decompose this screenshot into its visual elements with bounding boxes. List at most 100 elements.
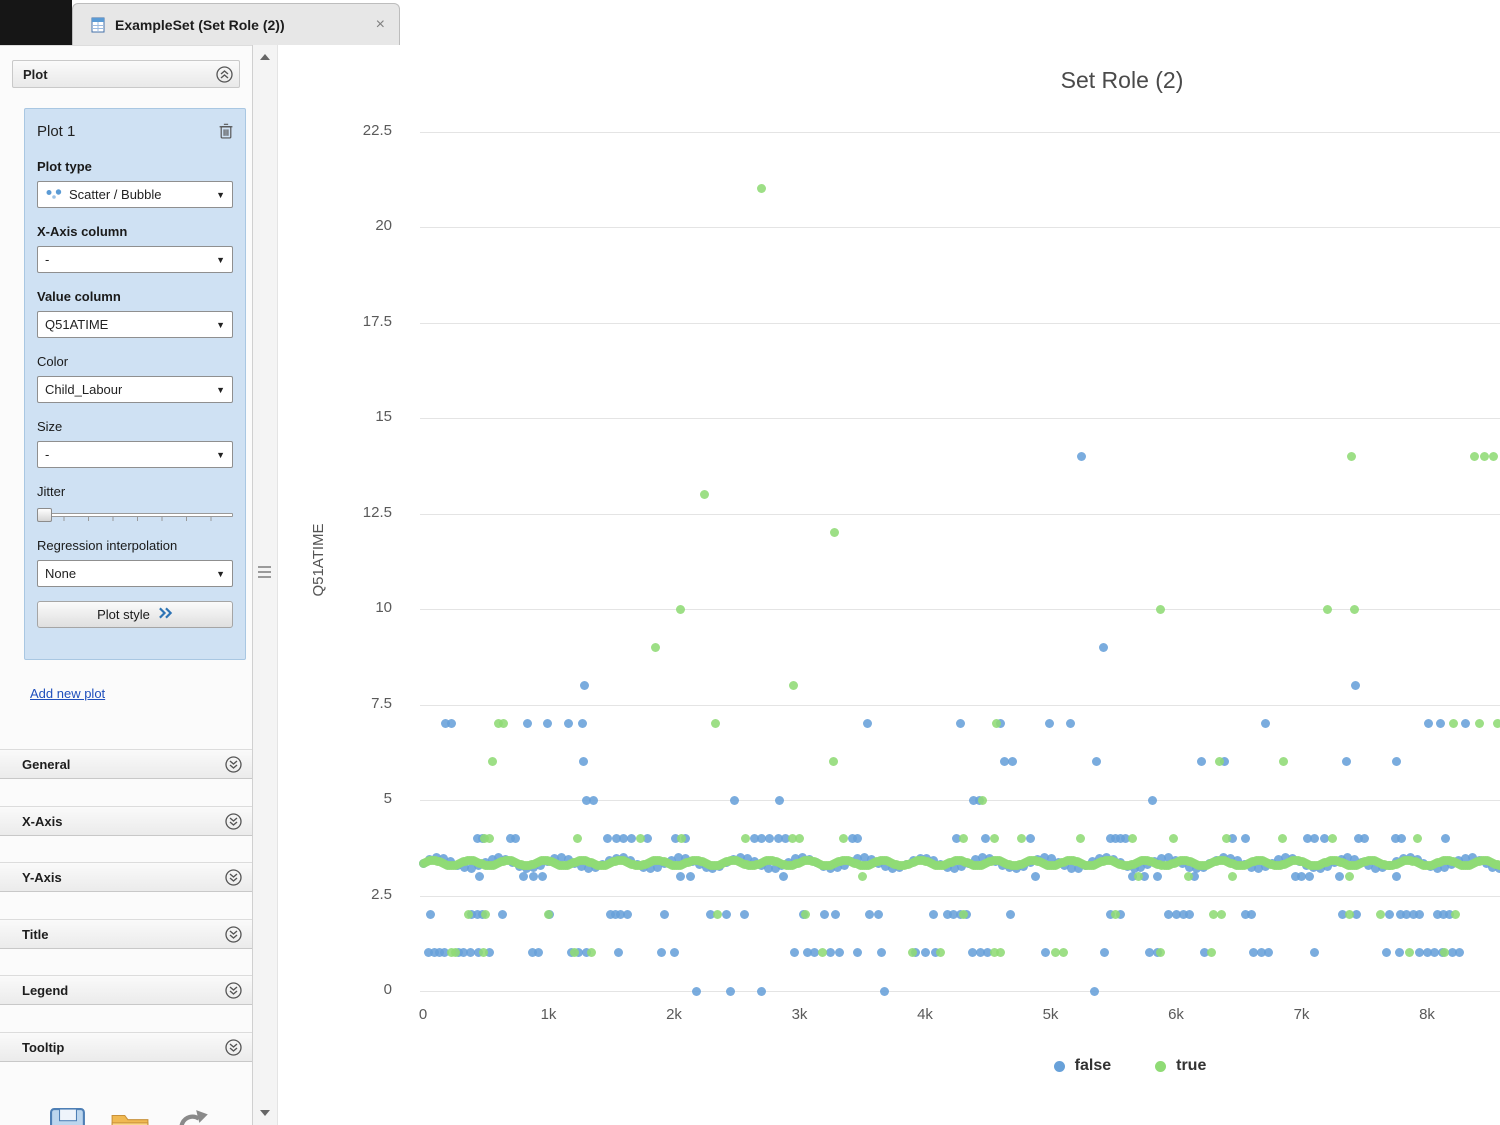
scatter-point bbox=[577, 862, 587, 872]
expand-section-button[interactable] bbox=[225, 1038, 242, 1056]
scatter-point bbox=[1412, 833, 1422, 843]
save-icon[interactable] bbox=[50, 1106, 86, 1125]
scatter-point bbox=[1209, 910, 1219, 920]
scatter-point bbox=[757, 184, 767, 194]
slider-handle[interactable] bbox=[37, 508, 52, 522]
sidebar-scrollbar[interactable] bbox=[252, 45, 278, 1125]
scatter-point bbox=[1433, 863, 1443, 873]
scatter-point bbox=[1371, 863, 1380, 873]
expand-section-button[interactable] bbox=[225, 981, 242, 999]
jitter-slider[interactable] bbox=[37, 506, 233, 522]
scatter-point bbox=[619, 833, 629, 843]
scatter-point bbox=[741, 833, 750, 843]
scatter-point bbox=[1169, 833, 1178, 843]
legend-dot-true bbox=[1155, 1060, 1167, 1072]
section-label-title: Title bbox=[22, 926, 49, 942]
section-label-y-axis: Y-Axis bbox=[22, 869, 62, 885]
delete-plot-icon[interactable] bbox=[219, 123, 233, 139]
section-bar-legend[interactable]: Legend bbox=[0, 975, 252, 1005]
value-column-dropdown[interactable]: Q51ATIME ▼ bbox=[37, 311, 233, 338]
scatter-point bbox=[956, 862, 966, 872]
scatter-point bbox=[802, 948, 812, 958]
scatter-point bbox=[487, 854, 497, 864]
scatter-point bbox=[1480, 451, 1490, 461]
scatter-point bbox=[1051, 948, 1060, 958]
legend-item-false[interactable]: false bbox=[1053, 1057, 1111, 1075]
scatter-point bbox=[790, 948, 799, 958]
size-dropdown[interactable]: - ▼ bbox=[37, 441, 233, 468]
plot-card-title: Plot 1 bbox=[37, 122, 76, 140]
scatter-point bbox=[1127, 871, 1137, 881]
scatter-point bbox=[614, 948, 624, 958]
scatter-point bbox=[739, 910, 749, 920]
color-dropdown[interactable]: Child_Labour ▼ bbox=[37, 376, 233, 403]
scatter-point bbox=[1440, 863, 1450, 872]
scatter-point bbox=[1384, 910, 1394, 920]
scatter-point bbox=[770, 863, 780, 873]
plot-type-dropdown[interactable]: Scatter / Bubble ▼ bbox=[37, 181, 233, 208]
double-chevron-right-icon bbox=[158, 607, 173, 622]
expand-section-button[interactable] bbox=[225, 812, 242, 830]
scatter-point bbox=[860, 853, 870, 863]
plot-1-card: Plot 1 Plot type Scatter / Bubble ▼ X-Axis … bbox=[24, 108, 246, 660]
section-bar-title[interactable]: Title bbox=[0, 919, 252, 949]
scatter-point bbox=[710, 719, 720, 729]
scatter-point bbox=[485, 948, 494, 958]
section-bar-x-axis[interactable]: X-Axis bbox=[0, 806, 252, 836]
regression-interpolation-value: None bbox=[45, 566, 77, 581]
scatter-point bbox=[493, 719, 503, 729]
scatter-point bbox=[1460, 853, 1470, 863]
scatter-point bbox=[1467, 853, 1477, 863]
scatter-point bbox=[722, 910, 732, 920]
expand-section-button[interactable] bbox=[225, 868, 242, 886]
scatter-point bbox=[518, 871, 528, 881]
regression-interpolation-dropdown[interactable]: None ▼ bbox=[37, 560, 233, 587]
scatter-point bbox=[478, 948, 488, 958]
splitter-grip[interactable] bbox=[258, 566, 271, 581]
tab-close-icon[interactable]: × bbox=[375, 15, 385, 33]
scatter-point bbox=[935, 948, 945, 958]
scatter-point bbox=[1220, 757, 1230, 767]
section-bar-tooltip[interactable]: Tooltip bbox=[0, 1032, 252, 1062]
scatter-point bbox=[677, 833, 686, 843]
scatter-point bbox=[586, 948, 596, 958]
x-axis-column-dropdown[interactable]: - ▼ bbox=[37, 246, 233, 273]
scatter-point bbox=[670, 833, 680, 843]
scatter-point bbox=[1074, 863, 1084, 873]
gridline bbox=[420, 418, 1500, 419]
collapse-panel-button[interactable] bbox=[216, 65, 233, 83]
plot-style-button[interactable]: Plot style bbox=[37, 601, 233, 628]
section-bar-y-axis[interactable]: Y-Axis bbox=[0, 862, 252, 892]
scatter-point bbox=[556, 853, 566, 863]
scatter-point bbox=[865, 910, 875, 920]
scatter-point bbox=[447, 719, 457, 729]
scatter-point bbox=[699, 489, 709, 499]
scatter-point bbox=[880, 986, 890, 996]
add-new-plot-link[interactable]: Add new plot bbox=[30, 686, 106, 701]
expand-section-button[interactable] bbox=[225, 925, 242, 943]
scatter-point bbox=[1432, 910, 1442, 920]
refresh-icon[interactable] bbox=[174, 1106, 212, 1125]
scatter-point bbox=[1111, 833, 1121, 843]
expand-section-button[interactable] bbox=[225, 755, 242, 773]
scatter-point bbox=[692, 986, 702, 996]
scatter-point bbox=[975, 948, 985, 958]
section-bar-general[interactable]: General bbox=[0, 749, 252, 779]
plot-panel-header[interactable]: Plot bbox=[12, 60, 240, 88]
scatter-point bbox=[542, 719, 552, 729]
field-label-x-axis-column: X-Axis column bbox=[37, 224, 128, 239]
scroll-down-icon[interactable] bbox=[260, 1110, 270, 1116]
scatter-point bbox=[1253, 863, 1263, 873]
scroll-up-icon[interactable] bbox=[260, 54, 270, 60]
folder-open-icon[interactable] bbox=[110, 1106, 150, 1125]
x-tick-label: 8k bbox=[1419, 1006, 1435, 1023]
scatter-point bbox=[1077, 451, 1087, 461]
tab-exampleset[interactable]: ExampleSet (Set Role (2)) × bbox=[72, 3, 400, 45]
scatter-point bbox=[968, 948, 978, 958]
scatter-point bbox=[1190, 871, 1200, 881]
scatter-point bbox=[1171, 910, 1181, 920]
legend-item-true[interactable]: true bbox=[1155, 1057, 1206, 1075]
scatter-point bbox=[1147, 795, 1157, 805]
scatter-point bbox=[650, 642, 660, 652]
